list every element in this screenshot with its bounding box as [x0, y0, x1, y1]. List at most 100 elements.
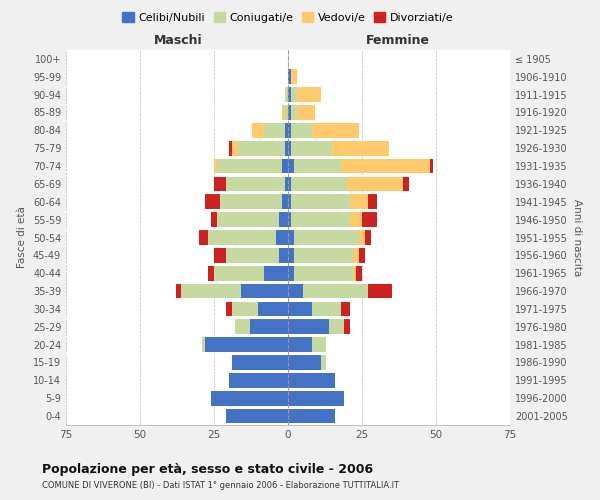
Bar — [232, 302, 259, 316]
Bar — [211, 212, 217, 227]
Bar — [288, 141, 291, 156]
Bar — [259, 302, 288, 316]
Bar — [202, 338, 205, 352]
Bar — [320, 355, 326, 370]
Bar — [291, 212, 350, 227]
Bar — [285, 176, 288, 191]
Bar — [365, 230, 371, 245]
Bar — [353, 248, 359, 262]
Bar — [214, 248, 226, 262]
Bar — [265, 123, 285, 138]
Bar — [288, 338, 311, 352]
Bar — [288, 212, 291, 227]
Text: Popolazione per età, sesso e stato civile - 2006: Popolazione per età, sesso e stato civil… — [42, 462, 373, 475]
Bar — [285, 88, 288, 102]
Bar — [282, 105, 285, 120]
Bar — [288, 373, 335, 388]
Bar — [279, 248, 288, 262]
Bar — [288, 176, 291, 191]
Bar — [211, 391, 288, 406]
Bar — [291, 194, 350, 209]
Bar — [226, 302, 232, 316]
Bar — [362, 212, 377, 227]
Bar — [359, 230, 365, 245]
Bar — [285, 141, 288, 156]
Bar — [303, 284, 368, 298]
Bar — [229, 141, 232, 156]
Text: COMUNE DI VIVERONE (BI) - Dati ISTAT 1° gennaio 2006 - Elaborazione TUTTITALIA.I: COMUNE DI VIVERONE (BI) - Dati ISTAT 1° … — [42, 481, 399, 490]
Bar — [235, 320, 250, 334]
Bar — [288, 248, 294, 262]
Bar — [232, 141, 238, 156]
Text: Femmine: Femmine — [365, 34, 430, 48]
Text: Maschi: Maschi — [154, 34, 203, 48]
Bar — [294, 266, 353, 280]
Bar — [291, 88, 297, 102]
Bar — [368, 284, 392, 298]
Bar — [359, 248, 365, 262]
Bar — [350, 212, 362, 227]
Bar — [353, 266, 356, 280]
Bar — [341, 302, 350, 316]
Bar — [350, 194, 368, 209]
Bar — [294, 158, 341, 174]
Bar — [291, 176, 347, 191]
Bar — [297, 105, 314, 120]
Bar — [291, 105, 297, 120]
Bar — [294, 248, 353, 262]
Bar — [208, 230, 276, 245]
Bar — [205, 194, 220, 209]
Bar — [288, 266, 294, 280]
Bar — [311, 123, 359, 138]
Bar — [220, 194, 282, 209]
Y-axis label: Fasce di età: Fasce di età — [17, 206, 27, 268]
Bar — [347, 176, 403, 191]
Bar — [288, 391, 344, 406]
Bar — [282, 158, 288, 174]
Bar — [208, 266, 214, 280]
Bar — [297, 88, 320, 102]
Bar — [311, 338, 326, 352]
Bar — [176, 284, 181, 298]
Bar — [232, 355, 288, 370]
Bar — [288, 105, 291, 120]
Bar — [217, 158, 282, 174]
Bar — [288, 123, 291, 138]
Bar — [214, 176, 226, 191]
Bar — [332, 141, 389, 156]
Bar — [199, 230, 208, 245]
Bar — [291, 123, 311, 138]
Bar — [276, 230, 288, 245]
Bar — [238, 141, 285, 156]
Bar — [341, 158, 430, 174]
Bar — [285, 123, 288, 138]
Bar — [291, 141, 332, 156]
Bar — [229, 373, 288, 388]
Bar — [344, 320, 350, 334]
Bar — [403, 176, 409, 191]
Bar — [253, 123, 265, 138]
Bar — [288, 320, 329, 334]
Bar — [288, 284, 303, 298]
Bar — [285, 105, 288, 120]
Bar — [226, 409, 288, 424]
Bar — [250, 320, 288, 334]
Bar — [181, 284, 241, 298]
Y-axis label: Anni di nascita: Anni di nascita — [572, 199, 581, 276]
Bar — [279, 212, 288, 227]
Bar — [205, 338, 288, 352]
Bar — [294, 230, 359, 245]
Legend: Celibi/Nubili, Coniugati/e, Vedovi/e, Divorziati/e: Celibi/Nubili, Coniugati/e, Vedovi/e, Di… — [118, 8, 458, 28]
Bar — [214, 266, 265, 280]
Bar — [368, 194, 377, 209]
Bar — [291, 70, 297, 84]
Bar — [288, 70, 291, 84]
Bar — [288, 409, 335, 424]
Bar — [311, 302, 341, 316]
Bar — [241, 284, 288, 298]
Bar — [288, 302, 311, 316]
Bar — [288, 194, 291, 209]
Bar — [288, 355, 320, 370]
Bar — [329, 320, 344, 334]
Bar — [430, 158, 433, 174]
